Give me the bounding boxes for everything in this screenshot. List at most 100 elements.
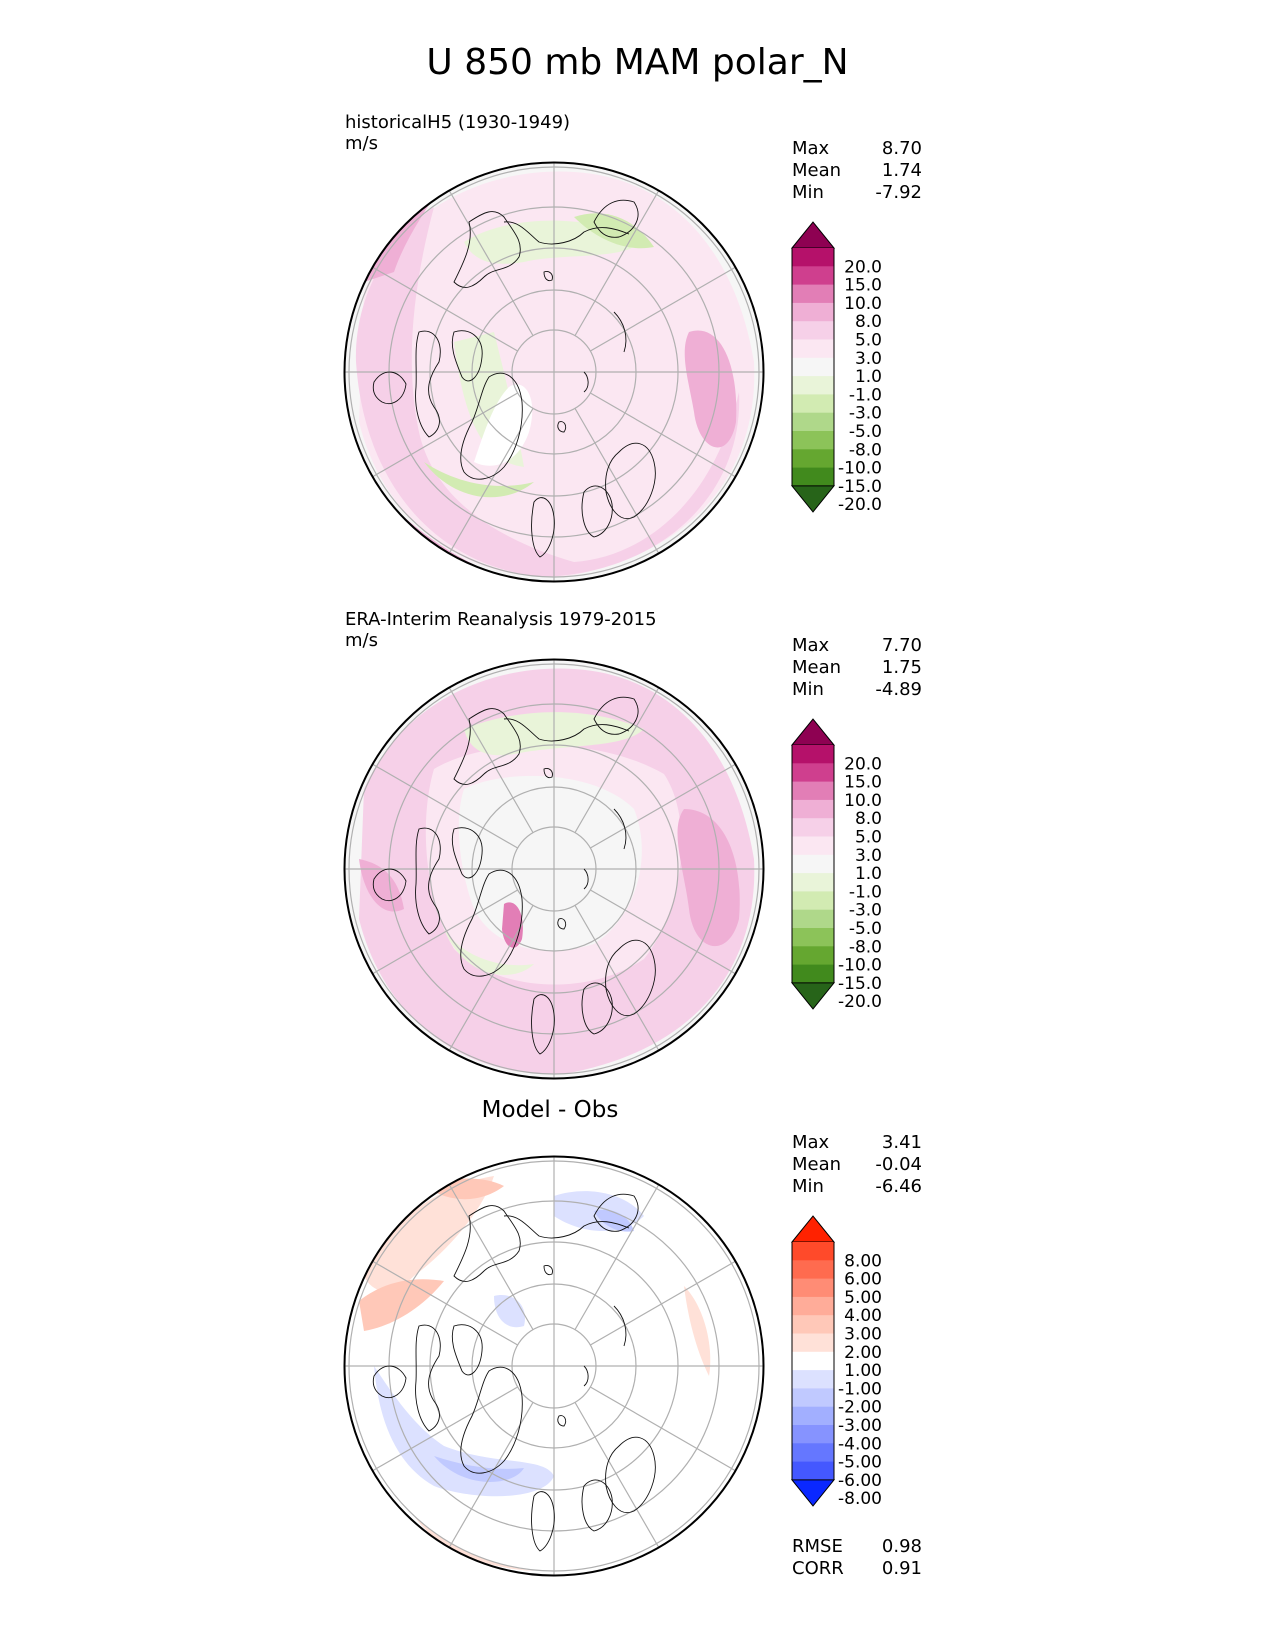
colorbar-tick-label: -1.0 [849,385,882,405]
longitude-line [448,189,534,336]
colorbar-tick-label: -1.0 [849,882,882,902]
coastline [531,1491,555,1552]
colorbar-tick-label: 1.00 [844,1361,882,1381]
coastline [372,868,407,901]
colorbar-tick-label: 10.0 [844,791,882,811]
colorbar-segment [792,1315,834,1334]
colorbar-segment [792,467,834,487]
longitude-line [590,1386,737,1472]
coastline [415,330,441,438]
colorbar-segment [792,449,834,469]
coastline [543,1265,553,1276]
stat-mean-value: 1.74 [881,160,922,181]
colorbar-tick-label: 8.0 [855,809,882,829]
colorbar-segment [792,836,834,856]
colorbar-segment [792,781,834,801]
coastline [415,1324,441,1432]
coastline [583,868,589,890]
colorbar-tick-label: 5.0 [855,331,882,351]
longitude-line [574,1183,660,1330]
colorbar: 20.015.010.08.05.03.01.0-1.0-3.0-5.0-8.0… [790,221,882,515]
colorbar-segment [792,1278,834,1298]
colorbar-segment [792,1370,834,1389]
coastline [531,497,555,558]
panel-obs: ERA-Interim Reanalysis 1979-2015 m/s Max… [0,607,1275,1107]
colorbar-segment [792,1242,834,1261]
longitude-line [590,763,737,849]
colorbar-segment [792,799,834,819]
coastline [593,696,639,735]
coastline [593,199,639,238]
coastline [460,372,523,480]
colorbar-tick-label: -3.0 [849,901,882,921]
longitude-line [371,266,518,352]
coastline [581,1479,613,1532]
colorbar-outline [791,1242,835,1480]
colorbar-tick-label: 5.0 [855,828,882,848]
colorbar-tick-label: -10.0 [838,459,882,479]
longitude-line [574,905,660,1052]
colorbar-tick-label: 20.0 [844,257,882,277]
coastline [605,939,656,1016]
stat-min-value: -6.46 [875,1176,922,1197]
colorbar-tick-label: 20.0 [844,754,882,774]
stat-min-value: -4.89 [875,679,922,700]
colorbar-tick-label: 4.00 [844,1306,882,1326]
coastline [613,311,627,353]
coastline [557,421,567,433]
coastline [581,485,613,538]
map-boundary [343,1155,765,1577]
colorbar-tick-label: -20.0 [838,495,882,515]
coastline [531,994,555,1055]
coastline [543,768,553,779]
colorbar-tick-label: -4.00 [838,1434,882,1454]
coastline [557,1415,567,1427]
contour-region [424,462,534,498]
longitude-line [574,686,660,833]
map-field [344,659,764,1079]
colorbar-tick-label: 8.00 [844,1251,882,1271]
coastline [613,808,627,850]
colorbar-extend-max [790,718,836,746]
panel-title: ERA-Interim Reanalysis 1979-2015 m/s [345,609,657,651]
colorbar-segment [792,339,834,359]
colorbar-extend-min [790,485,836,513]
corr-value: 0.91 [881,1558,922,1579]
rmse-label: RMSE [792,1536,843,1557]
colorbar-tick-label: 1.0 [855,864,882,884]
colorbar-extend-min [790,982,836,1010]
contour-region [374,1366,554,1497]
map-boundary [343,161,765,583]
longitude-line [590,266,737,352]
longitude-line [574,408,660,555]
colorbar-segment [792,946,834,966]
colorbar-tick-label: 6.00 [844,1270,882,1290]
colorbar-tick-label: -15.0 [838,477,882,497]
colorbar-segment [792,1443,834,1463]
stat-min-label: Min [792,182,824,203]
coastline [605,442,656,519]
coastline [451,827,483,879]
longitude-line [371,763,518,849]
contour-region [359,859,404,912]
longitude-line [371,1386,518,1472]
coastline [605,1436,656,1513]
longitude-line [371,392,518,478]
coastline [503,221,630,245]
colorbar-tick-label: 10.0 [844,294,882,314]
coastline [451,1324,483,1376]
colorbar-tick-label: -1.00 [838,1379,882,1399]
longitude-line [448,1402,534,1549]
colorbar-segment [792,909,834,929]
colorbar-tick-label: 3.00 [844,1325,882,1345]
colorbar-segment [792,1388,834,1408]
stat-min-label: Min [792,679,824,700]
colorbar-segment [792,873,834,892]
colorbar-tick-label: 3.0 [855,349,882,369]
longitude-line [574,189,660,336]
coastline [557,918,567,930]
coastline [451,330,483,382]
colorbar-segment [792,745,834,764]
coastline [372,371,407,404]
longitude-line [371,889,518,975]
